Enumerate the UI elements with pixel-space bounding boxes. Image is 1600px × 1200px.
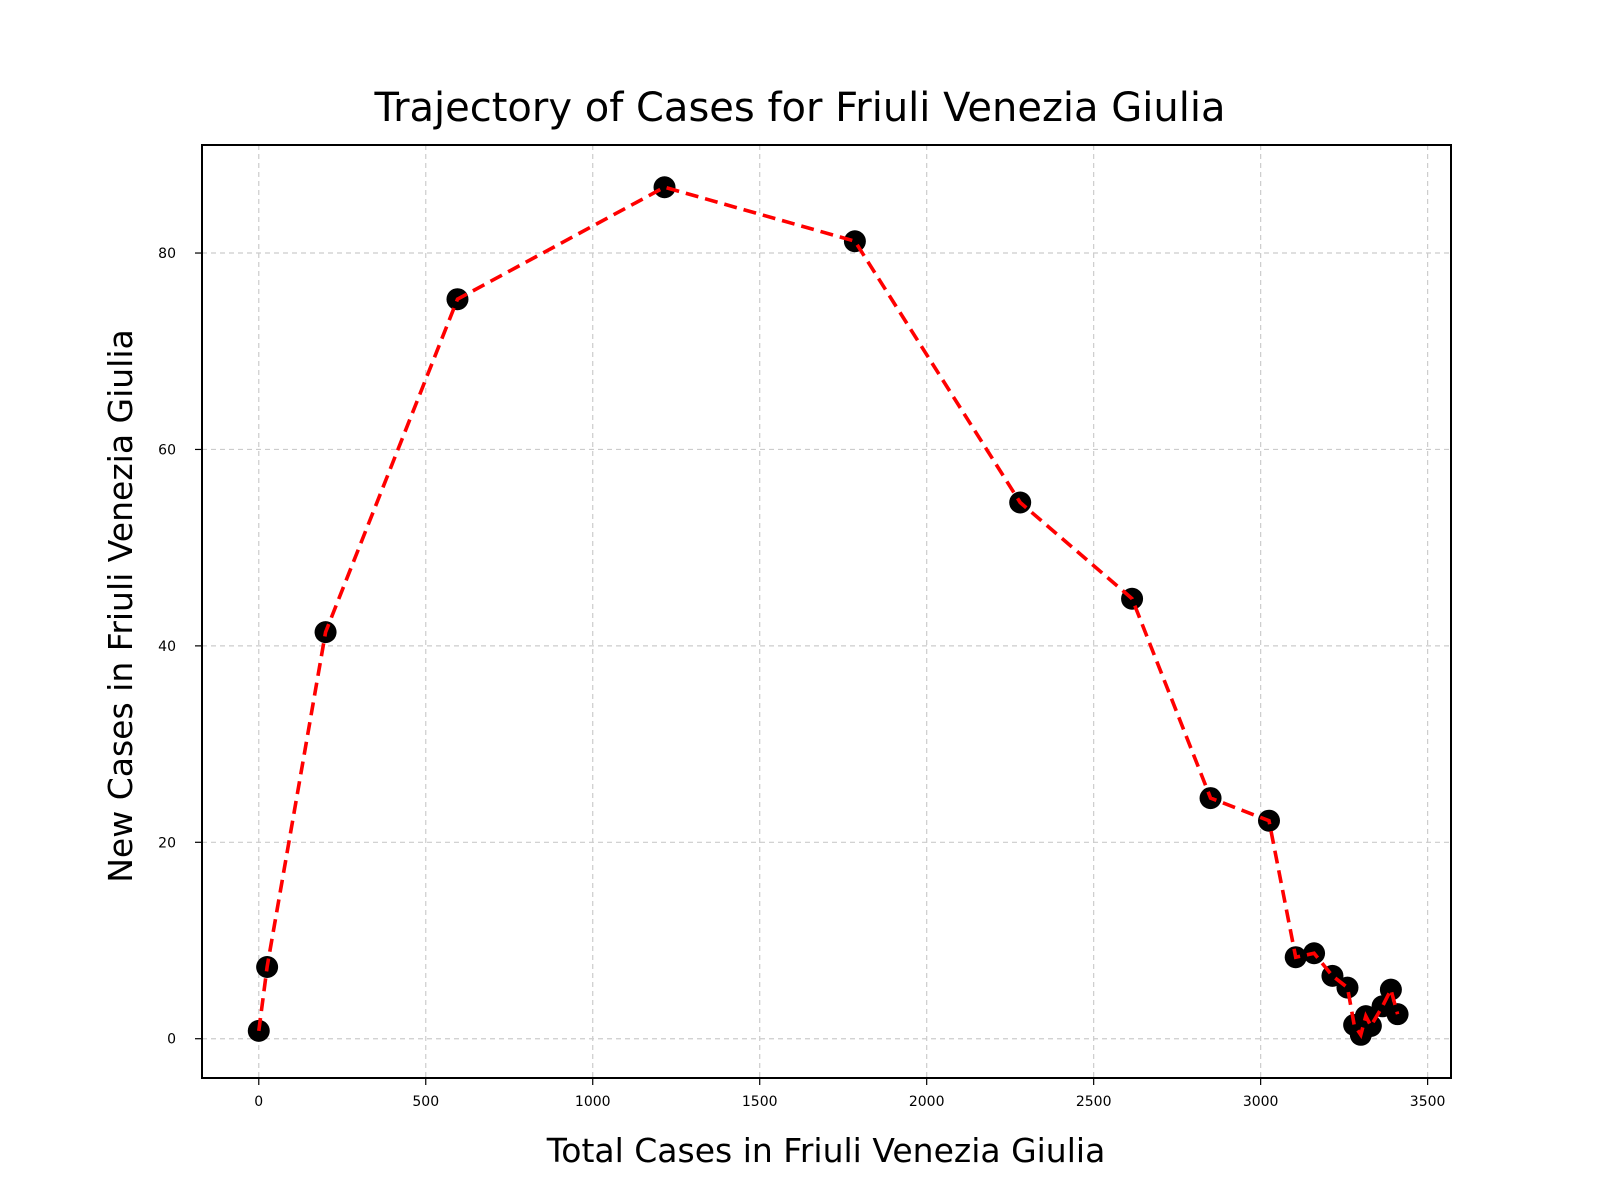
y-tick-label: 20	[158, 835, 176, 851]
data-point	[843, 230, 866, 253]
plot-frame	[201, 144, 1452, 1079]
y-axis-ticks: 0 20 40 60 80	[158, 246, 202, 1048]
x-tick-label: 2500	[1076, 1094, 1112, 1110]
series-line	[257, 185, 1400, 1040]
x-tick-label: 0	[254, 1094, 263, 1110]
data-point	[1379, 978, 1402, 1001]
x-tick-label: 3000	[1243, 1094, 1279, 1110]
y-axis-label: New Cases in Friuli Venezia Giulia	[101, 329, 140, 883]
y-tick-label: 0	[167, 1032, 176, 1048]
data-point	[1359, 1014, 1382, 1037]
x-tick-label: 2000	[909, 1094, 945, 1110]
y-tick-label: 60	[158, 442, 176, 458]
x-tick-label: 500	[412, 1094, 439, 1110]
grid	[202, 145, 1451, 1078]
x-axis-ticks: 0 500 1000 1500 2000 2500 3000 3500	[254, 1078, 1445, 1110]
data-point	[653, 176, 676, 199]
x-tick-label: 1000	[575, 1094, 611, 1110]
chart-title: Trajectory of Cases for Friuli Venezia G…	[374, 85, 1226, 131]
x-axis-label: Total Cases in Friuli Venezia Giulia	[546, 1131, 1106, 1170]
x-tick-label: 3500	[1410, 1094, 1446, 1110]
y-tick-label: 80	[158, 246, 176, 262]
x-tick-label: 1500	[742, 1094, 778, 1110]
y-tick-label: 40	[158, 639, 176, 655]
series	[247, 176, 1409, 1046]
